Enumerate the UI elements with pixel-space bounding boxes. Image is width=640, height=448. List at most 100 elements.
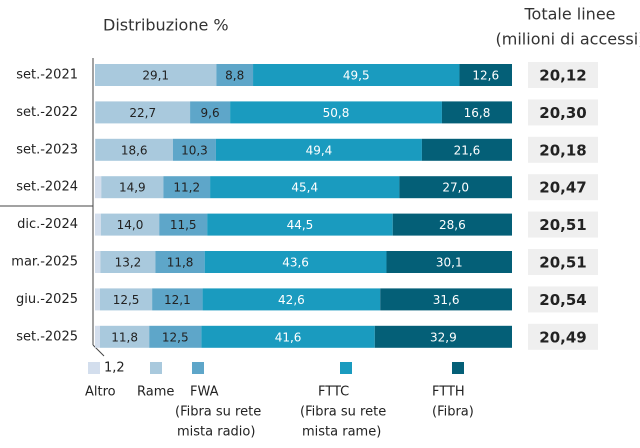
y-tick-label: giu.-2025 bbox=[16, 292, 78, 307]
total-label: 20,30 bbox=[539, 104, 586, 122]
bar-segment bbox=[399, 176, 512, 199]
bar-segment bbox=[202, 288, 381, 311]
data-label: 16,8 bbox=[464, 106, 491, 120]
chart-title: Distribuzione % bbox=[103, 16, 229, 35]
bar-segment bbox=[380, 288, 512, 311]
bar-segment bbox=[95, 213, 101, 236]
bar-segment bbox=[204, 251, 387, 273]
bar-segment bbox=[155, 251, 205, 273]
total-label: 20,54 bbox=[539, 291, 586, 309]
bar-segment bbox=[172, 138, 216, 161]
data-label: 10,3 bbox=[181, 143, 208, 157]
legend-swatch bbox=[340, 362, 352, 374]
bar-segment bbox=[95, 325, 101, 348]
data-label: 11,5 bbox=[170, 218, 197, 232]
total-label: 20,18 bbox=[539, 141, 586, 159]
bar-segment bbox=[100, 288, 153, 311]
y-tick-label: dic.-2024 bbox=[17, 217, 78, 232]
bar-segment bbox=[100, 213, 160, 236]
data-label: 21,6 bbox=[454, 143, 481, 157]
legend-note: (Fibra su rete bbox=[300, 405, 386, 420]
y-tick-label: mar.-2025 bbox=[11, 255, 78, 270]
y-tick-label: set.-2025 bbox=[16, 329, 78, 344]
bar-segment bbox=[101, 176, 164, 199]
y-tick-label: set.-2021 bbox=[16, 68, 78, 83]
bar-segment bbox=[95, 251, 101, 273]
data-label: 13,2 bbox=[115, 256, 142, 270]
legend-label: FWA bbox=[190, 385, 219, 400]
bar-segment bbox=[190, 101, 231, 124]
bar-segment bbox=[100, 325, 150, 348]
data-label: 42,6 bbox=[278, 293, 305, 307]
total-label: 20,51 bbox=[539, 254, 586, 272]
bar-segment bbox=[216, 64, 254, 86]
data-label: 12,1 bbox=[164, 293, 191, 307]
legend-label: Rame bbox=[137, 385, 174, 400]
data-label: 12,5 bbox=[113, 293, 140, 307]
legend-swatch bbox=[150, 362, 162, 374]
data-label: 18,6 bbox=[121, 143, 148, 157]
data-label: 30,1 bbox=[436, 256, 463, 270]
bar-segment bbox=[230, 101, 442, 124]
total-box bbox=[528, 136, 598, 163]
total-label: 20,47 bbox=[539, 179, 586, 197]
data-label: 11,8 bbox=[111, 330, 138, 344]
data-label: 50,8 bbox=[323, 106, 350, 120]
total-box bbox=[528, 174, 598, 201]
bar-segment bbox=[441, 101, 512, 124]
bar-segment bbox=[149, 325, 202, 348]
bar-segment bbox=[95, 288, 101, 311]
data-label: 11,2 bbox=[173, 181, 200, 195]
legend-swatch bbox=[192, 362, 204, 374]
bar-segment bbox=[95, 176, 102, 199]
data-label: 49,5 bbox=[343, 69, 370, 83]
legend-note: mista radio) bbox=[177, 425, 255, 440]
y-tick-label: set.-2024 bbox=[16, 180, 78, 195]
legend-note: (Fibra) bbox=[432, 405, 474, 420]
data-label: 12,5 bbox=[162, 330, 189, 344]
data-label: 32,9 bbox=[430, 330, 457, 344]
bar-segment bbox=[374, 325, 512, 348]
bar-segment bbox=[215, 138, 422, 161]
bar-segment bbox=[207, 213, 393, 236]
totals-title: Totale linee bbox=[523, 5, 615, 24]
bar-segment bbox=[210, 176, 400, 199]
total-label: 20,51 bbox=[539, 216, 586, 234]
bar-segment bbox=[201, 325, 375, 348]
bar-segment bbox=[386, 251, 512, 273]
total-label: 20,49 bbox=[539, 328, 586, 346]
legend-label: FTTH bbox=[432, 385, 465, 400]
legend-note: mista rame) bbox=[302, 425, 381, 440]
totals-subtitle: (milioni di accessi) bbox=[496, 30, 640, 49]
data-label: 12,6 bbox=[472, 69, 499, 83]
bar-segment bbox=[163, 176, 211, 199]
total-box bbox=[528, 286, 598, 313]
bar-segment bbox=[253, 64, 460, 86]
bar-segment bbox=[95, 138, 173, 161]
data-label: 41,6 bbox=[275, 330, 302, 344]
leader-line bbox=[92, 344, 105, 357]
bar-segment bbox=[392, 213, 512, 236]
total-box bbox=[528, 211, 598, 238]
bar-segment bbox=[95, 64, 217, 86]
data-label: 44,5 bbox=[287, 218, 314, 232]
bar-segment bbox=[100, 251, 156, 273]
data-label: 8,8 bbox=[225, 69, 244, 83]
legend-label: Altro bbox=[85, 385, 116, 400]
bar-segment bbox=[159, 213, 208, 236]
data-label: 14,9 bbox=[119, 181, 146, 195]
data-label: 1,2 bbox=[104, 361, 125, 376]
data-label: 29,1 bbox=[142, 69, 169, 83]
total-box bbox=[528, 249, 598, 275]
data-label: 9,6 bbox=[201, 106, 220, 120]
bar-segment bbox=[421, 138, 512, 161]
data-label: 45,4 bbox=[291, 181, 318, 195]
bar-segment bbox=[459, 64, 512, 86]
y-tick-label: set.-2023 bbox=[16, 142, 78, 157]
data-label: 49,4 bbox=[306, 143, 333, 157]
data-label: 14,0 bbox=[117, 218, 144, 232]
data-label: 11,8 bbox=[167, 256, 194, 270]
legend-label: FTTC bbox=[318, 385, 349, 400]
data-label: 27,0 bbox=[442, 181, 469, 195]
total-box bbox=[528, 62, 598, 88]
